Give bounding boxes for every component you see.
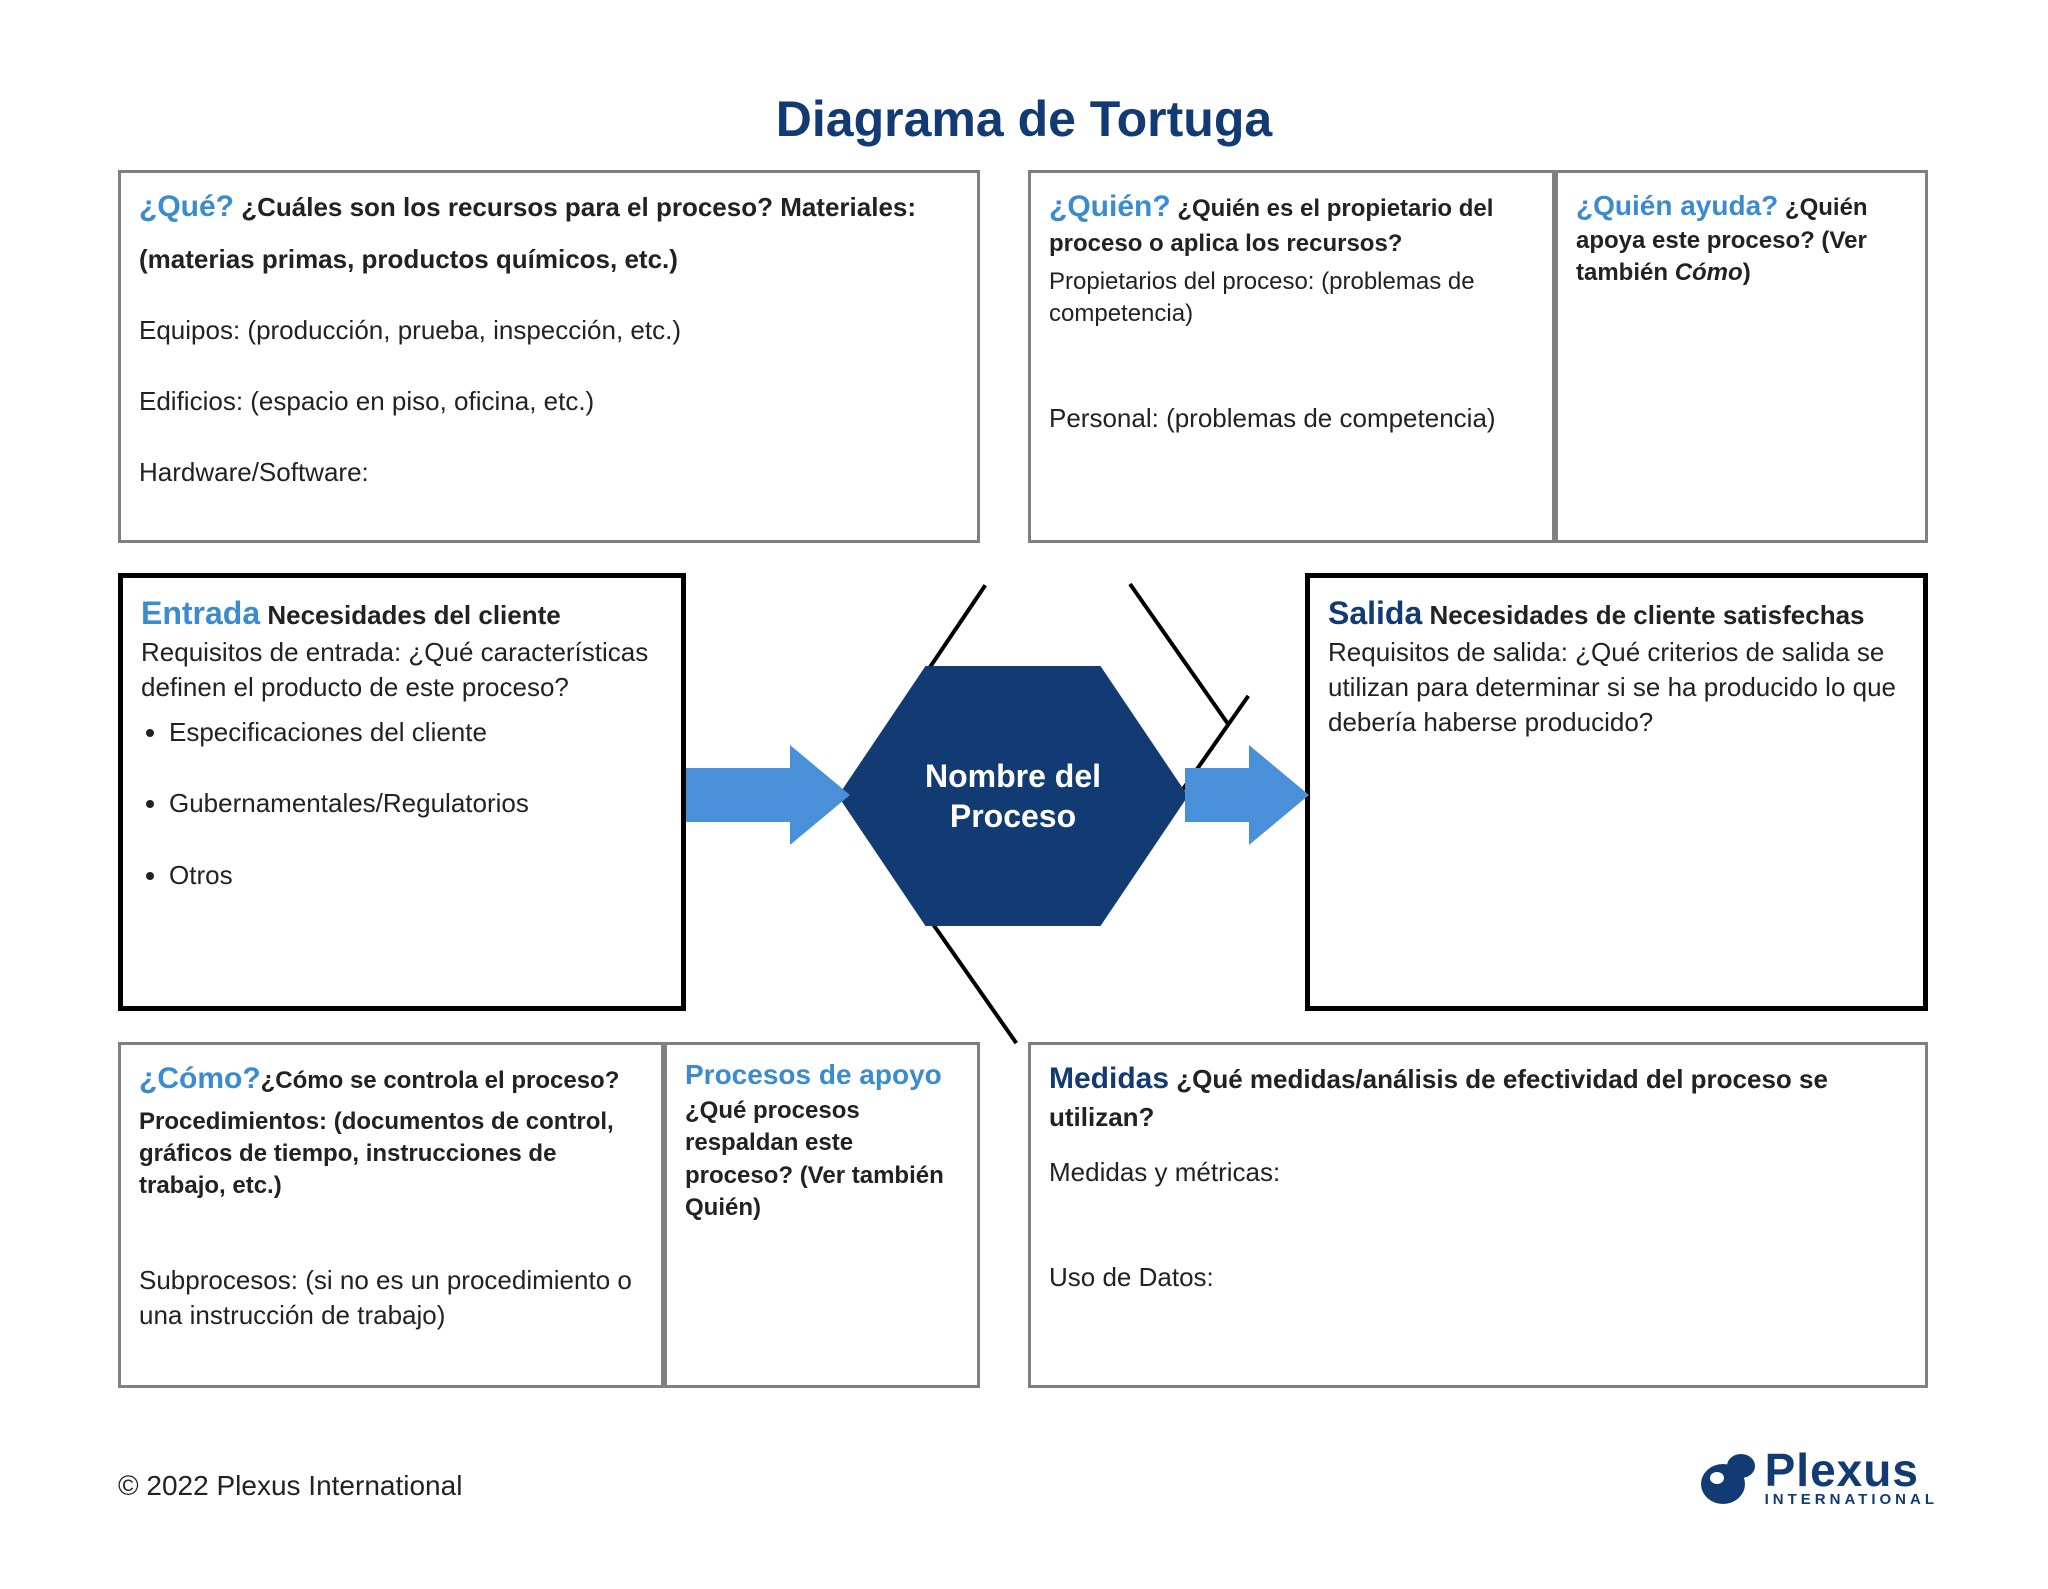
quien-header: ¿Quién? ¿Quién es el propietario del pro… bbox=[1049, 187, 1534, 260]
arrow-out-shaft bbox=[1185, 768, 1249, 822]
apoyo-text: ¿Qué procesos respaldan este proceso? (V… bbox=[685, 1095, 959, 1225]
salida-text: Requisitos de salida: ¿Qué criterios de … bbox=[1328, 637, 1896, 737]
como-label: ¿Cómo? bbox=[139, 1062, 261, 1095]
como-q2: Procedimientos: (documentos de control, … bbox=[139, 1106, 643, 1203]
entrada-text: Requisitos de entrada: ¿Qué característi… bbox=[141, 635, 663, 705]
box-salida: Salida Necesidades de cliente satisfecha… bbox=[1305, 573, 1928, 1011]
box-apoyo: Procesos de apoyo ¿Qué procesos respalda… bbox=[664, 1042, 980, 1388]
que-q1: ¿Cuáles son los recursos para el proceso… bbox=[234, 192, 916, 222]
entrada-header: Entrada Necesidades del cliente bbox=[141, 592, 663, 635]
turtle-diagram-page: Diagrama de Tortuga ¿Qué? ¿Cuáles son lo… bbox=[0, 0, 2048, 1589]
quien-ayuda-header: ¿Quién ayuda? ¿Quién apoya este proceso?… bbox=[1576, 187, 1907, 290]
quien-q2: Propietarios del proceso: (problemas de … bbox=[1049, 266, 1534, 331]
arrow-in-shaft bbox=[686, 768, 790, 822]
arrow-out-head bbox=[1249, 745, 1309, 845]
salida-header: Salida Necesidades de cliente satisfecha… bbox=[1328, 592, 1905, 740]
quien-ayuda-q1-italic: Cómo bbox=[1675, 259, 1743, 286]
box-entrada: Entrada Necesidades del cliente Requisit… bbox=[118, 573, 686, 1011]
que-line3: Hardware/Software: bbox=[139, 455, 959, 490]
hex-text: Nombre del Proceso bbox=[925, 756, 1101, 836]
salida-subtitle: Necesidades de cliente satisfechas bbox=[1422, 600, 1864, 630]
copyright: © 2022 Plexus International bbox=[118, 1470, 462, 1502]
quien-line1: Personal: (problemas de competencia) bbox=[1049, 401, 1534, 436]
que-label: ¿Qué? bbox=[139, 190, 234, 223]
plexus-logo-text: Plexus INTERNATIONAL bbox=[1765, 1450, 1938, 1508]
salida-label: Salida bbox=[1328, 595, 1422, 631]
entrada-subtitle: Necesidades del cliente bbox=[260, 600, 561, 630]
arrow-in bbox=[686, 745, 850, 845]
box-medidas: Medidas ¿Qué medidas/análisis de efectiv… bbox=[1028, 1042, 1928, 1388]
entrada-bullet-0: Especificaciones del cliente bbox=[169, 715, 663, 750]
arrow-in-head bbox=[790, 745, 850, 845]
box-quien: ¿Quién? ¿Quién es el propietario del pro… bbox=[1028, 170, 1555, 543]
box-como: ¿Cómo?¿Cómo se controla el proceso? Proc… bbox=[118, 1042, 664, 1388]
logo-sub: INTERNATIONAL bbox=[1765, 1491, 1938, 1508]
quien-ayuda-label: ¿Quién ayuda? bbox=[1576, 190, 1778, 221]
medidas-header: Medidas ¿Qué medidas/análisis de efectiv… bbox=[1049, 1059, 1907, 1135]
hex-line1: Nombre del bbox=[925, 758, 1101, 794]
que-line2: Edificios: (espacio en piso, oficina, et… bbox=[139, 384, 959, 419]
connector-top-right bbox=[1128, 583, 1229, 725]
hex-line2: Proceso bbox=[950, 798, 1076, 834]
quien-label: ¿Quién? bbox=[1049, 190, 1171, 223]
medidas-line1: Medidas y métricas: bbox=[1049, 1155, 1907, 1190]
plexus-logo: Plexus INTERNATIONAL bbox=[1699, 1448, 1938, 1510]
medidas-label: Medidas bbox=[1049, 1062, 1169, 1095]
box-que: ¿Qué? ¿Cuáles son los recursos para el p… bbox=[118, 170, 980, 543]
medidas-line2: Uso de Datos: bbox=[1049, 1260, 1907, 1295]
page-title: Diagrama de Tortuga bbox=[0, 90, 2048, 148]
apoyo-label: Procesos de apoyo bbox=[685, 1059, 959, 1091]
quien-ayuda-q1-after: ) bbox=[1743, 259, 1751, 286]
que-q2: (materias primas, productos químicos, et… bbox=[139, 242, 959, 277]
como-q1: ¿Cómo se controla el proceso? bbox=[261, 1067, 620, 1094]
arrow-out bbox=[1185, 745, 1309, 845]
que-header: ¿Qué? ¿Cuáles son los recursos para el p… bbox=[139, 187, 959, 228]
process-hexagon: Nombre del Proceso bbox=[838, 666, 1188, 926]
box-quien-ayuda: ¿Quién ayuda? ¿Quién apoya este proceso?… bbox=[1555, 170, 1928, 543]
entrada-bullet-1: Gubernamentales/Regulatorios bbox=[169, 786, 663, 821]
entrada-bullet-2: Otros bbox=[169, 858, 663, 893]
logo-main: Plexus bbox=[1765, 1450, 1938, 1491]
que-line1: Equipos: (producción, prueba, inspección… bbox=[139, 313, 959, 348]
entrada-label: Entrada bbox=[141, 595, 260, 631]
como-line1: Subprocesos: (si no es un procedimiento … bbox=[139, 1263, 643, 1333]
como-header: ¿Cómo?¿Cómo se controla el proceso? bbox=[139, 1059, 643, 1100]
plexus-logo-icon bbox=[1699, 1448, 1761, 1510]
entrada-bullets: Especificaciones del cliente Gubernament… bbox=[141, 715, 663, 892]
